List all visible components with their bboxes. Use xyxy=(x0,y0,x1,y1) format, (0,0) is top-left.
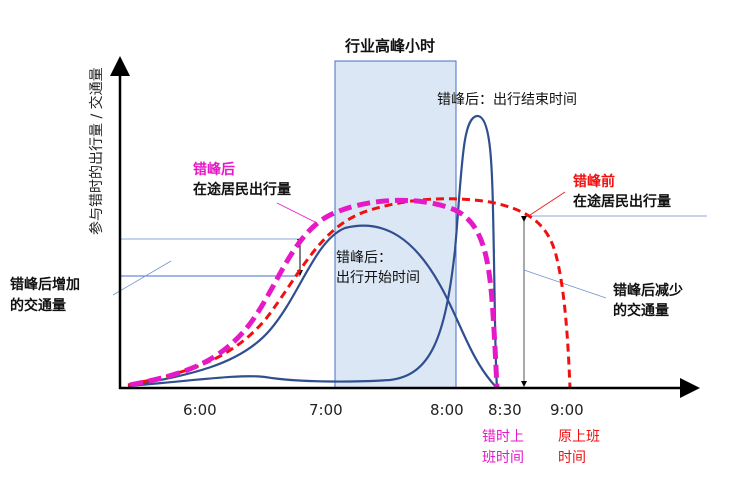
increase-label-2: 的交通量 xyxy=(10,298,66,314)
before-volume-leader xyxy=(529,191,566,216)
decrease-label-1: 错峰后减少 xyxy=(613,283,683,299)
original-time-label-2: 时间 xyxy=(558,450,586,466)
y-axis-label: 参与错时的出行量 / 交通量 xyxy=(89,67,105,235)
x-tick-6-00: 6:00 xyxy=(183,401,217,419)
after-start-label-1: 错峰后： xyxy=(336,250,392,266)
end-time-curve xyxy=(127,114,499,389)
after-volume-curve xyxy=(129,197,500,389)
x-tick-9-00: 9:00 xyxy=(550,401,584,419)
after-volume-label-2: 在途居民出行量 xyxy=(193,182,291,198)
before-volume-curve xyxy=(127,197,572,389)
after-end-label: 错峰后：出行结束时间 xyxy=(437,92,577,108)
x-tick-7-00: 7:00 xyxy=(309,401,343,419)
before-volume-label-2: 在途居民出行量 xyxy=(573,194,671,210)
original-time-label-1: 原上班 xyxy=(558,429,600,445)
decrease-label-2: 的交通量 xyxy=(613,303,669,319)
peak-hour-band xyxy=(334,60,457,389)
chart-title: 行业高峰小时 xyxy=(345,37,436,55)
after-volume-label-1: 错峰后 xyxy=(193,162,235,178)
x-tick-8-00: 8:00 xyxy=(430,401,464,419)
after-volume-leader xyxy=(276,202,316,223)
before-volume-label-1: 错峰前 xyxy=(573,174,615,190)
increase-leader xyxy=(112,260,172,296)
staggered-time-label-1: 错时上 xyxy=(482,429,524,445)
after-start-label-2: 出行开始时间 xyxy=(336,270,420,286)
increase-label-1: 错峰后增加 xyxy=(10,277,80,293)
staggered-time-label-2: 班时间 xyxy=(482,450,524,466)
start-time-curve xyxy=(127,224,498,389)
x-tick-8-30: 8:30 xyxy=(488,401,522,419)
decrease-leader xyxy=(523,269,607,299)
